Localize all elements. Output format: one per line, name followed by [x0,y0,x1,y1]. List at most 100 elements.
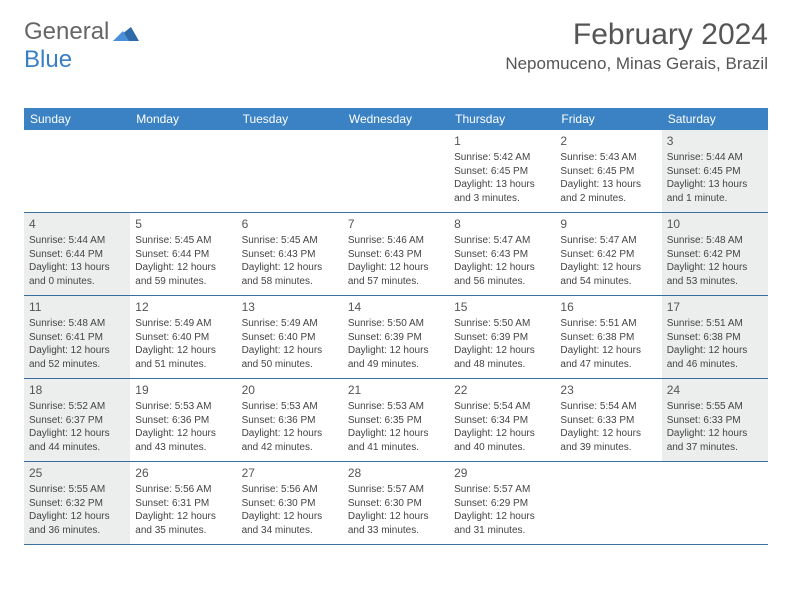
day-number: 12 [135,299,231,315]
weekday-header: Sunday [24,108,130,130]
daylight-line: Daylight: 12 hours and 57 minutes. [348,261,444,288]
sunset-line: Sunset: 6:43 PM [454,248,550,262]
sunset-line: Sunset: 6:43 PM [348,248,444,262]
day-cell: 17Sunrise: 5:51 AMSunset: 6:38 PMDayligh… [662,296,768,378]
day-cell: 29Sunrise: 5:57 AMSunset: 6:29 PMDayligh… [449,462,555,544]
day-cell: 25Sunrise: 5:55 AMSunset: 6:32 PMDayligh… [24,462,130,544]
day-cell: 13Sunrise: 5:49 AMSunset: 6:40 PMDayligh… [237,296,343,378]
daylight-line: Daylight: 12 hours and 58 minutes. [242,261,338,288]
sunrise-line: Sunrise: 5:45 AM [135,234,231,248]
weekday-header: Saturday [662,108,768,130]
sunset-line: Sunset: 6:32 PM [29,497,125,511]
sunset-line: Sunset: 6:44 PM [135,248,231,262]
day-cell: 23Sunrise: 5:54 AMSunset: 6:33 PMDayligh… [555,379,661,461]
sunset-line: Sunset: 6:44 PM [29,248,125,262]
daylight-line: Daylight: 12 hours and 54 minutes. [560,261,656,288]
sunrise-line: Sunrise: 5:51 AM [560,317,656,331]
week-row: 1Sunrise: 5:42 AMSunset: 6:45 PMDaylight… [24,130,768,213]
daylight-line: Daylight: 12 hours and 49 minutes. [348,344,444,371]
daylight-line: Daylight: 13 hours and 1 minute. [667,178,763,205]
empty-cell [555,462,661,544]
empty-cell [343,130,449,212]
weekday-header: Thursday [449,108,555,130]
sunrise-line: Sunrise: 5:57 AM [348,483,444,497]
sunrise-line: Sunrise: 5:47 AM [454,234,550,248]
day-cell: 21 Sunrise: 5:53 AMSunset: 6:35 PMDayligh… [343,379,449,461]
daylight-line: Daylight: 12 hours and 33 minutes. [348,510,444,537]
sunrise-line: Sunrise: 5:53 AM [135,400,231,414]
weekday-header: Friday [555,108,661,130]
daylight-line: Daylight: 12 hours and 31 minutes. [454,510,550,537]
sunset-line: Sunset: 6:45 PM [454,165,550,179]
daylight-line: Daylight: 12 hours and 47 minutes. [560,344,656,371]
day-number: 21 [348,382,444,398]
day-cell: 11Sunrise: 5:48 AMSunset: 6:41 PMDayligh… [24,296,130,378]
sunset-line: Sunset: 6:30 PM [348,497,444,511]
daylight-line: Daylight: 12 hours and 40 minutes. [454,427,550,454]
daylight-line: Daylight: 12 hours and 50 minutes. [242,344,338,371]
day-cell: 9Sunrise: 5:47 AMSunset: 6:42 PMDaylight… [555,213,661,295]
day-number: 13 [242,299,338,315]
sunrise-line: Sunrise: 5:56 AM [135,483,231,497]
daylight-line: Daylight: 12 hours and 59 minutes. [135,261,231,288]
sunset-line: Sunset: 6:43 PM [242,248,338,262]
sunset-line: Sunset: 6:38 PM [560,331,656,345]
sunset-line: Sunset: 6:42 PM [667,248,763,262]
sunset-line: Sunset: 6:35 PM [348,414,444,428]
title-block: February 2024 Nepomuceno, Minas Gerais, … [505,18,768,74]
day-cell: 28Sunrise: 5:57 AMSunset: 6:30 PMDayligh… [343,462,449,544]
day-cell: 12Sunrise: 5:49 AMSunset: 6:40 PMDayligh… [130,296,236,378]
day-cell: 24Sunrise: 5:55 AMSunset: 6:33 PMDayligh… [662,379,768,461]
day-number: 26 [135,465,231,481]
sunrise-line: Sunrise: 5:53 AM [348,400,444,414]
day-cell: 7Sunrise: 5:46 AMSunset: 6:43 PMDaylight… [343,213,449,295]
day-number: 9 [560,216,656,232]
day-number: 14 [348,299,444,315]
sunset-line: Sunset: 6:45 PM [667,165,763,179]
daylight-line: Daylight: 12 hours and 52 minutes. [29,344,125,371]
day-number: 6 [242,216,338,232]
sunset-line: Sunset: 6:40 PM [135,331,231,345]
daylight-line: Daylight: 13 hours and 2 minutes. [560,178,656,205]
sunset-line: Sunset: 6:31 PM [135,497,231,511]
daylight-line: Daylight: 12 hours and 35 minutes. [135,510,231,537]
sunrise-line: Sunrise: 5:46 AM [348,234,444,248]
weekday-row: SundayMondayTuesdayWednesdayThursdayFrid… [24,108,768,130]
day-cell: 14Sunrise: 5:50 AMSunset: 6:39 PMDayligh… [343,296,449,378]
sunrise-line: Sunrise: 5:44 AM [29,234,125,248]
daylight-line: Daylight: 12 hours and 46 minutes. [667,344,763,371]
daylight-line: Daylight: 13 hours and 3 minutes. [454,178,550,205]
day-number: 2 [560,133,656,149]
sunset-line: Sunset: 6:33 PM [667,414,763,428]
month-title: February 2024 [505,18,768,52]
day-number: 17 [667,299,763,315]
sunrise-line: Sunrise: 5:48 AM [667,234,763,248]
day-cell: 6Sunrise: 5:45 AMSunset: 6:43 PMDaylight… [237,213,343,295]
sunrise-line: Sunrise: 5:51 AM [667,317,763,331]
sunset-line: Sunset: 6:39 PM [348,331,444,345]
sunrise-line: Sunrise: 5:49 AM [242,317,338,331]
weekday-header: Wednesday [343,108,449,130]
sunrise-line: Sunrise: 5:53 AM [242,400,338,414]
empty-cell [237,130,343,212]
daylight-line: Daylight: 12 hours and 44 minutes. [29,427,125,454]
day-number: 16 [560,299,656,315]
day-number: 3 [667,133,763,149]
day-cell: 15Sunrise: 5:50 AMSunset: 6:39 PMDayligh… [449,296,555,378]
sunrise-line: Sunrise: 5:43 AM [560,151,656,165]
empty-cell [662,462,768,544]
logo-text-1: General [24,18,109,46]
empty-cell [130,130,236,212]
sunrise-line: Sunrise: 5:54 AM [454,400,550,414]
location: Nepomuceno, Minas Gerais, Brazil [505,54,768,74]
day-cell: 2Sunrise: 5:43 AMSunset: 6:45 PMDaylight… [555,130,661,212]
sunrise-line: Sunrise: 5:49 AM [135,317,231,331]
day-cell: 27Sunrise: 5:56 AMSunset: 6:30 PMDayligh… [237,462,343,544]
daylight-line: Daylight: 12 hours and 39 minutes. [560,427,656,454]
logo: General [24,18,141,46]
daylight-line: Daylight: 12 hours and 41 minutes. [348,427,444,454]
day-cell: 19Sunrise: 5:53 AMSunset: 6:36 PMDayligh… [130,379,236,461]
sunset-line: Sunset: 6:41 PM [29,331,125,345]
day-number: 19 [135,382,231,398]
sunset-line: Sunset: 6:37 PM [29,414,125,428]
